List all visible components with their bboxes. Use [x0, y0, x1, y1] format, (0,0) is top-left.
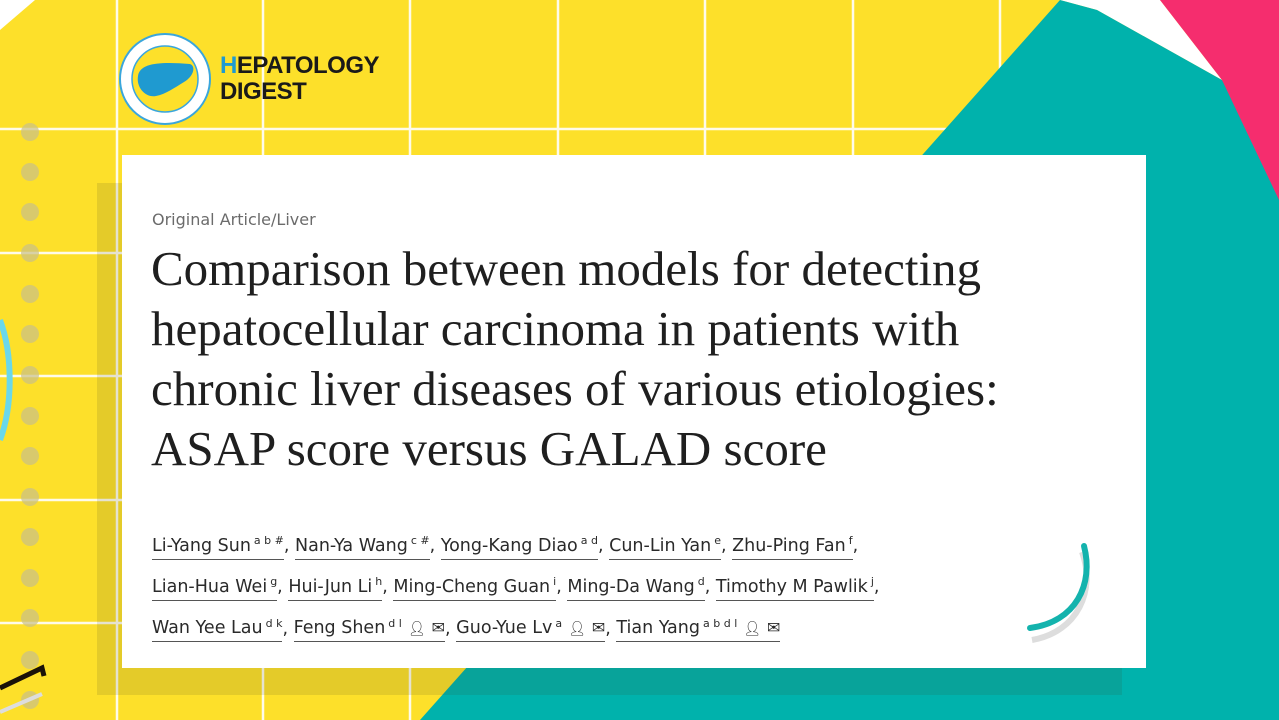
title-line: hepatocellular carcinoma in patients wit…: [151, 301, 960, 356]
author-link[interactable]: Wan Yee Lau d k: [152, 616, 283, 643]
author-link[interactable]: Feng Shen d l 👤︎ ✉: [293, 616, 446, 643]
author-list: Li-Yang Sun a b #, Nan-Ya Wang c #, Yong-K…: [152, 523, 1072, 648]
author-link[interactable]: Zhu-Ping Fan f: [732, 534, 853, 560]
author-name: Lian-Hua Wei: [152, 577, 268, 598]
author-name: Hui-Jun Li: [288, 577, 373, 598]
article-card: Original Article/Liver Comparison betwee…: [122, 155, 1146, 668]
author-link[interactable]: Ming-Da Wang d: [567, 575, 705, 602]
author-name: Li-Yang Sun: [152, 535, 251, 556]
author-link[interactable]: Nan-Ya Wang c #: [295, 534, 430, 560]
author-link[interactable]: Lian-Hua Wei g: [152, 575, 278, 602]
author-affiliations: a b #: [253, 534, 284, 547]
author-affiliations: j: [870, 575, 874, 589]
author-affiliations: f: [848, 534, 853, 547]
title-line: Comparison between models for detecting: [151, 241, 982, 296]
author-affiliations: g: [270, 575, 278, 589]
author-affiliations: a b d l: [703, 616, 738, 630]
author-name: Guo-Yue Lv: [456, 618, 553, 639]
author-link[interactable]: Timothy M Pawlik j: [715, 575, 874, 602]
author-link[interactable]: Ming-Cheng Guan i: [393, 575, 557, 602]
email-icon[interactable]: ✉: [431, 618, 446, 638]
article-category[interactable]: Original Article/Liver: [152, 210, 316, 229]
person-icon[interactable]: 👤︎: [407, 621, 426, 638]
article-title: Comparison between models for detecting …: [151, 239, 1141, 479]
author-link[interactable]: Tian Yang a b d l 👤︎ ✉: [616, 616, 781, 643]
brand-line1: EPATOLOGY: [236, 52, 380, 79]
author-name: Ming-Da Wang: [567, 577, 695, 598]
author-affiliations: h: [375, 575, 383, 589]
email-icon[interactable]: ✉: [767, 618, 781, 638]
email-icon[interactable]: ✉: [591, 618, 606, 638]
author-link[interactable]: Hui-Jun Li h: [288, 575, 383, 602]
author-name: Zhu-Ping Fan: [732, 535, 846, 556]
author-name: Nan-Ya Wang: [295, 535, 408, 556]
hepatology-digest-logo: HEPATOLOGY DIGEST: [118, 32, 380, 126]
author-name: Wan Yee Lau: [152, 618, 263, 639]
author-name: Tian Yang: [616, 618, 700, 639]
brand-initial: H: [220, 52, 237, 79]
author-link[interactable]: Yong-Kang Diao a d: [440, 534, 598, 560]
liver-logo-icon: [119, 33, 211, 125]
author-name: Ming-Cheng Guan: [393, 577, 551, 598]
author-affiliations: d l: [388, 616, 402, 630]
decorative-arc: [1027, 543, 1090, 643]
author-affiliations: e: [714, 534, 721, 547]
author-name: Feng Shen: [293, 618, 386, 639]
author-affiliations: d k: [265, 616, 283, 630]
author-affiliations: i: [553, 575, 557, 589]
author-name: Cun-Lin Yan: [609, 535, 712, 556]
author-name: Yong-Kang Diao: [440, 535, 578, 556]
person-icon[interactable]: 👤︎: [568, 621, 586, 638]
author-affiliations: c #: [410, 534, 430, 547]
author-link[interactable]: Guo-Yue Lv a 👤︎ ✉: [456, 616, 606, 643]
brand-line2: DIGEST: [220, 78, 307, 105]
person-icon[interactable]: 👤︎: [743, 621, 762, 638]
title-line: ASAP score versus GALAD score: [151, 421, 827, 476]
author-name: Timothy M Pawlik: [715, 577, 868, 598]
author-link[interactable]: Cun-Lin Yan e: [609, 534, 721, 560]
author-link[interactable]: Li-Yang Sun a b #: [152, 534, 284, 560]
author-affiliations: a: [555, 616, 563, 630]
author-affiliations: a d: [580, 534, 598, 547]
brand-name: HEPATOLOGY DIGEST: [220, 52, 380, 105]
author-affiliations: d: [697, 575, 705, 589]
title-line: chronic liver diseases of various etiolo…: [151, 361, 999, 416]
